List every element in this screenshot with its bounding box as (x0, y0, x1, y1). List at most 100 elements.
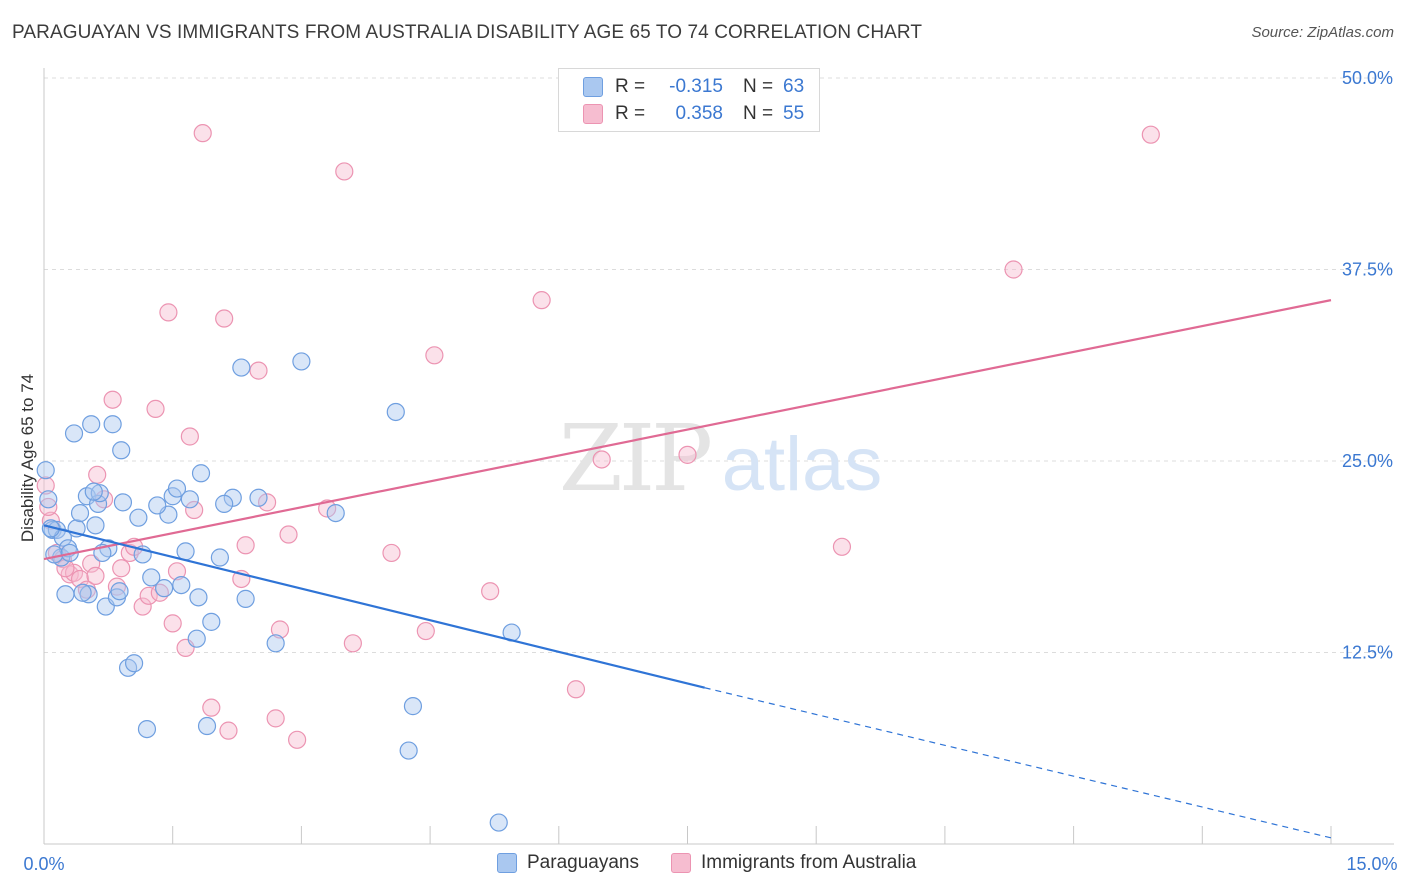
data-point-paraguayans (82, 415, 101, 434)
series-legend: Paraguayans Immigrants from Australia (497, 852, 948, 874)
data-point-immigrants (678, 445, 697, 464)
y-tick-label: 12.5% (1342, 643, 1393, 663)
data-point-paraguayans (113, 493, 133, 512)
data-point-paraguayans (84, 482, 103, 501)
data-point-immigrants (193, 124, 212, 143)
data-point-paraguayans (64, 424, 84, 443)
data-point-paraguayans (202, 612, 221, 631)
data-point-paraguayans (86, 516, 105, 535)
data-point-paraguayans (326, 503, 345, 523)
legend-swatch-pink (670, 853, 691, 873)
data-point-immigrants (202, 698, 221, 717)
data-point-immigrants (266, 709, 285, 728)
legend-item-label: Paraguayans (527, 852, 639, 873)
data-point-paraguayans (103, 415, 122, 434)
data-point-immigrants (832, 537, 852, 556)
data-point-immigrants (288, 730, 307, 749)
data-point-paraguayans (176, 542, 195, 561)
axes (43, 68, 1394, 845)
watermark-zip: ZIP (559, 405, 710, 512)
data-point-immigrants (112, 559, 131, 578)
data-point-paraguayans (79, 585, 98, 604)
data-point-immigrants (219, 721, 238, 740)
data-point-immigrants (236, 536, 255, 555)
data-point-paraguayans (70, 503, 90, 523)
data-point-immigrants (88, 465, 107, 484)
data-point-paraguayans (403, 697, 423, 716)
trend-line-immigrants (43, 299, 1332, 561)
data-point-paraguayans (172, 575, 191, 595)
data-point-paraguayans (210, 548, 229, 567)
data-point-paraguayans (191, 464, 211, 483)
data-point-immigrants (318, 499, 337, 518)
data-point-immigrants (215, 309, 234, 328)
legend-n-value: 55 (783, 103, 805, 124)
data-point-immigrants (343, 634, 362, 653)
data-point-paraguayans (112, 441, 131, 460)
data-point-paraguayans (266, 634, 285, 653)
data-point-paraguayans (292, 352, 311, 371)
data-point-immigrants (86, 566, 105, 586)
data-point-immigrants (1141, 125, 1160, 144)
data-point-immigrants (335, 162, 354, 181)
trend-lines (43, 299, 1332, 839)
data-point-paraguayans (39, 490, 58, 509)
data-point-immigrants (36, 476, 55, 495)
trend-line-paraguayans-extrapolated (704, 687, 1332, 839)
x-tick-label: 15.0% (1346, 854, 1397, 874)
data-point-paraguayans (249, 488, 268, 507)
data-point-paraguayans (129, 508, 148, 527)
data-point-paraguayans (180, 490, 199, 509)
data-point-immigrants (180, 427, 199, 446)
data-point-paraguayans (399, 741, 418, 760)
legend-r-label: R = (615, 103, 646, 124)
chart-title: PARAGUAYAN VS IMMIGRANTS FROM AUSTRALIA … (12, 22, 923, 43)
data-point-immigrants (270, 620, 290, 639)
legend-row-immigrants: R = 0.358 N = 55 (583, 101, 804, 127)
data-point-immigrants (257, 493, 277, 512)
legend-n-label: N = (743, 76, 774, 97)
legend-item-paraguayans[interactable]: Paraguayans (497, 852, 639, 874)
data-point-paraguayans (215, 494, 234, 513)
data-point-paraguayans (189, 588, 208, 607)
data-point-immigrants (139, 586, 158, 605)
data-point-immigrants (425, 346, 444, 365)
data-point-paraguayans (36, 461, 55, 480)
legend-swatch-blue (583, 77, 603, 97)
data-point-immigrants (146, 399, 165, 419)
source-label: Source: ZipAtlas.com (1251, 24, 1394, 41)
data-point-paraguayans (90, 484, 109, 503)
data-point-immigrants (167, 562, 187, 581)
data-point-immigrants (249, 361, 268, 380)
y-tick-label: 37.5% (1342, 260, 1393, 280)
watermark: ZIP atlas (559, 405, 882, 512)
legend-r-value: 0.358 (675, 103, 723, 124)
legend-r-label: R = (615, 76, 646, 97)
legend-item-immigrants[interactable]: Immigrants from Australia (670, 852, 917, 874)
data-point-paraguayans (56, 585, 75, 604)
data-point-paraguayans (155, 579, 174, 598)
data-point-immigrants (39, 497, 58, 517)
legend-row-paraguayans: R = -0.315 N = 63 (583, 74, 804, 100)
data-point-paraguayans (187, 629, 206, 648)
data-point-immigrants (185, 500, 204, 520)
x-tick-label: 0.0% (23, 854, 64, 874)
legend-item-label: Immigrants from Australia (700, 852, 917, 873)
data-point-paraguayans (137, 719, 157, 739)
data-point-immigrants (159, 303, 178, 322)
data-point-paraguayans (148, 496, 167, 515)
legend-n-value: 63 (783, 76, 805, 97)
legend-n-label: N = (743, 103, 774, 124)
data-point-immigrants (70, 569, 90, 589)
data-point-immigrants (279, 525, 298, 544)
data-point-paraguayans (489, 813, 508, 832)
data-point-paraguayans (142, 568, 161, 587)
legend-swatch-pink (583, 104, 603, 124)
data-point-immigrants (382, 543, 401, 563)
data-point-paraguayans (386, 402, 405, 422)
data-point-immigrants (163, 614, 182, 633)
legend-r-value: -0.315 (669, 76, 723, 97)
trend-line-paraguayans (43, 524, 705, 689)
data-point-immigrants (592, 450, 611, 469)
